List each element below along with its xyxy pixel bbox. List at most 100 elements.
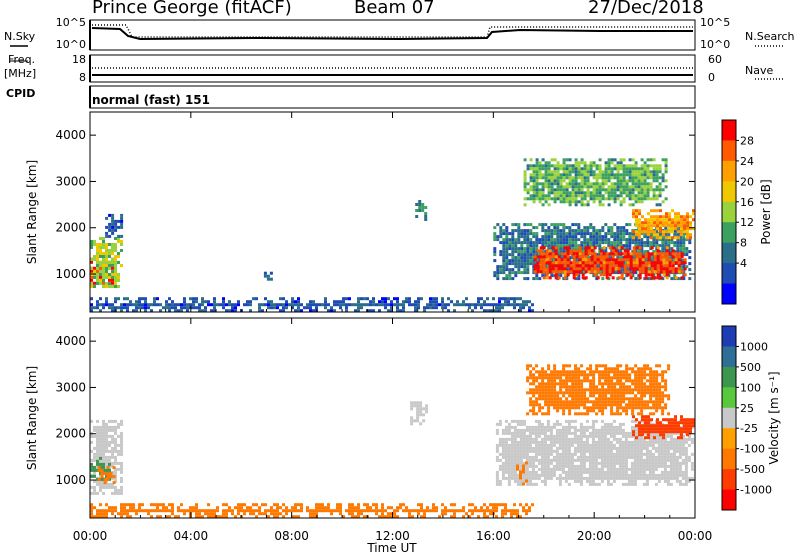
velocity-cell: [556, 400, 560, 404]
velocity-cell: [642, 482, 646, 486]
power-cell: [550, 185, 554, 189]
velocity-cell: [606, 437, 610, 441]
power-cell: [608, 252, 612, 256]
power-cell: [658, 164, 662, 168]
power-cell: [553, 200, 557, 204]
power-cell: [635, 258, 639, 262]
velocity-cell: [671, 427, 674, 431]
power-cell: [662, 252, 666, 256]
power-cell: [619, 167, 623, 171]
power-cell: [523, 247, 527, 251]
velocity-cell: [564, 470, 568, 474]
velocity-cell: [678, 449, 682, 453]
power-cell: [628, 271, 632, 275]
power-ytick-label: 2000: [55, 221, 86, 235]
power-cell: [505, 253, 509, 257]
power-cell: [535, 226, 539, 230]
power-cell: [643, 250, 647, 254]
power-cell: [201, 300, 204, 304]
power-cell: [574, 232, 578, 236]
power-cell: [559, 235, 563, 239]
power-cell: [583, 176, 587, 180]
velocity-cell: [675, 464, 679, 468]
velocity-cell: [120, 422, 123, 426]
power-cell: [535, 185, 539, 189]
power-cell: [604, 167, 608, 171]
velocity-cell: [96, 434, 99, 438]
power-cell: [90, 282, 93, 285]
velocity-cell: [577, 406, 581, 410]
velocity-cell: [531, 455, 535, 459]
power-cell: [171, 300, 174, 304]
velocity-cell: [630, 467, 634, 471]
velocity-cell: [513, 431, 517, 435]
velocity-cell: [642, 443, 646, 447]
power-cell: [610, 158, 614, 162]
power-cell: [598, 194, 602, 198]
power-cell: [539, 249, 543, 253]
power-cell: [583, 235, 587, 239]
velocity-cell: [565, 388, 569, 392]
power-cell: [542, 276, 546, 280]
power-cell: [568, 185, 572, 189]
power-cell: [617, 261, 621, 265]
power-cell: [498, 300, 501, 304]
power-cell: [502, 244, 506, 248]
velocity-cell: [516, 449, 520, 453]
power-cell: [533, 264, 537, 268]
velocity-cell: [625, 370, 629, 374]
power-cell: [108, 234, 112, 238]
power-cell: [671, 227, 674, 231]
power-cell: [276, 303, 279, 307]
power-cell: [619, 173, 623, 177]
power-cell: [689, 233, 692, 237]
velocity-cell: [639, 458, 643, 462]
power-cell: [664, 185, 668, 189]
velocity-cell: [657, 476, 661, 480]
power-cell: [108, 276, 111, 279]
power-cell: [619, 200, 623, 204]
velocity-cell: [577, 388, 581, 392]
velocity-cell: [630, 482, 634, 486]
power-cell: [656, 221, 659, 225]
power-cell: [520, 259, 524, 263]
power-cell: [587, 249, 591, 253]
velocity-cell: [580, 370, 584, 374]
velocity-cell: [664, 385, 668, 389]
power-cell: [619, 194, 623, 198]
power-cell: [120, 219, 124, 223]
power-cell: [574, 247, 578, 251]
power-cell: [589, 161, 593, 165]
velocity-cell: [592, 382, 596, 386]
power-cell: [198, 303, 201, 307]
velocity-cell: [652, 403, 656, 407]
velocity-cell: [628, 397, 632, 401]
power-cell: [613, 158, 617, 162]
velocity-cell: [624, 476, 628, 480]
power-cell: [282, 309, 285, 313]
power-cell: [114, 228, 118, 232]
velocity-cell: [93, 479, 96, 483]
velocity-cell: [589, 406, 593, 410]
power-cell: [586, 194, 590, 198]
power-cell: [96, 258, 99, 261]
velocity-cell: [631, 370, 635, 374]
velocity-cell: [93, 452, 96, 456]
power-cell: [647, 233, 650, 237]
velocity-cell: [117, 488, 120, 492]
power-cell: [673, 241, 677, 245]
power-cell: [616, 179, 620, 183]
power-cell: [610, 229, 614, 233]
power-cell: [605, 270, 609, 274]
velocity-cell: [416, 407, 420, 411]
velocity-cell: [558, 446, 562, 450]
power-cell: [608, 261, 612, 265]
power-cell: [662, 255, 666, 259]
power-cell: [676, 241, 680, 245]
power-cell: [589, 194, 593, 198]
power-cell: [195, 297, 198, 301]
velocity-cell: [96, 446, 99, 450]
power-cell: [553, 241, 557, 245]
velocity-cell: [111, 449, 114, 453]
velocity-cell: [585, 479, 589, 483]
